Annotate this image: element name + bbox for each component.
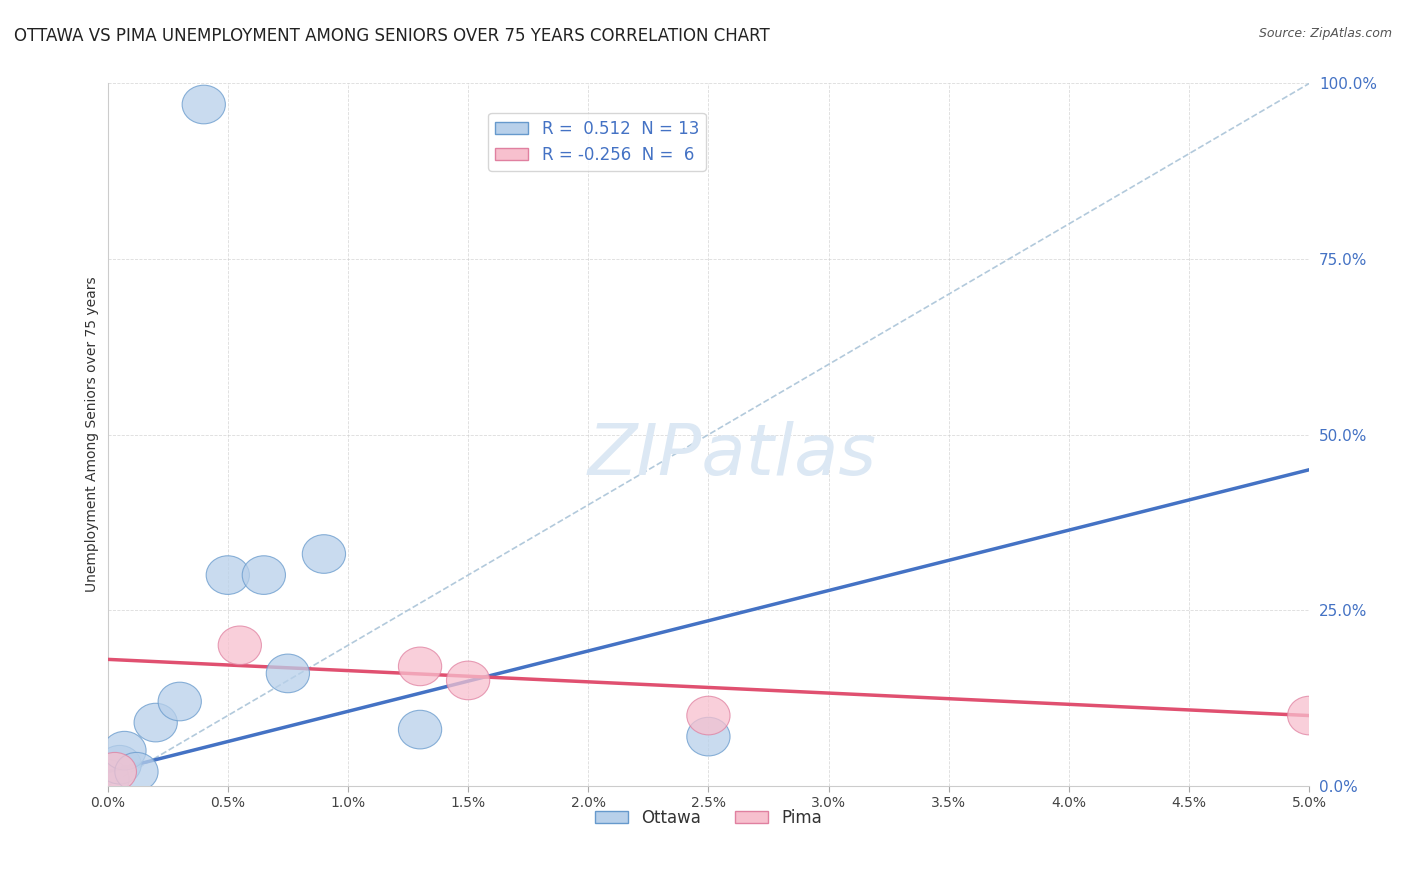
Ellipse shape xyxy=(103,731,146,770)
Ellipse shape xyxy=(686,717,730,756)
Ellipse shape xyxy=(686,697,730,735)
Ellipse shape xyxy=(447,661,489,699)
Ellipse shape xyxy=(1288,697,1331,735)
Ellipse shape xyxy=(183,86,225,124)
Text: Source: ZipAtlas.com: Source: ZipAtlas.com xyxy=(1258,27,1392,40)
Ellipse shape xyxy=(93,753,136,791)
Ellipse shape xyxy=(86,759,129,798)
Ellipse shape xyxy=(207,556,249,594)
Ellipse shape xyxy=(134,703,177,742)
Ellipse shape xyxy=(398,710,441,749)
Ellipse shape xyxy=(398,647,441,686)
Ellipse shape xyxy=(98,746,141,784)
Legend: Ottawa, Pima: Ottawa, Pima xyxy=(588,802,828,834)
Text: ZIPatlas: ZIPatlas xyxy=(588,421,877,491)
Ellipse shape xyxy=(115,753,157,791)
Ellipse shape xyxy=(242,556,285,594)
Ellipse shape xyxy=(266,654,309,693)
Y-axis label: Unemployment Among Seniors over 75 years: Unemployment Among Seniors over 75 years xyxy=(86,277,100,592)
Ellipse shape xyxy=(302,534,346,574)
Text: OTTAWA VS PIMA UNEMPLOYMENT AMONG SENIORS OVER 75 YEARS CORRELATION CHART: OTTAWA VS PIMA UNEMPLOYMENT AMONG SENIOR… xyxy=(14,27,770,45)
Ellipse shape xyxy=(218,626,262,665)
Ellipse shape xyxy=(157,682,201,721)
